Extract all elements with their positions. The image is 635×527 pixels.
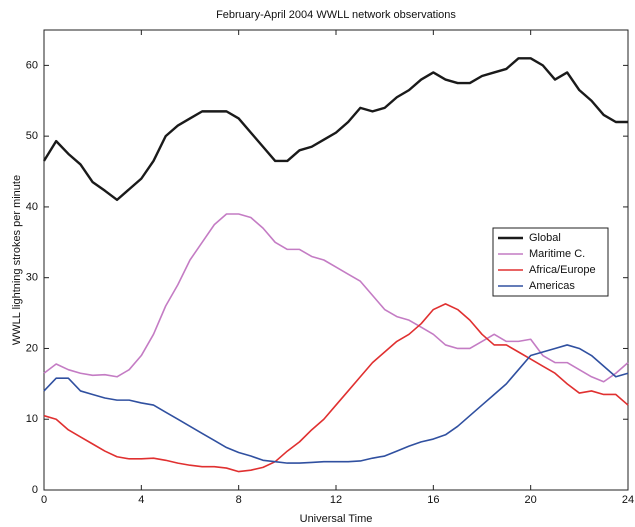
y-tick-label: 20: [26, 342, 38, 354]
x-axis-label: Universal Time: [300, 513, 373, 525]
series-line: [43, 344, 629, 464]
y-tick-label: 0: [32, 484, 38, 496]
y-tick-label: 30: [26, 272, 38, 284]
x-tick-label: 20: [525, 494, 537, 506]
legend-label: Global: [529, 232, 561, 244]
y-tick-label: 50: [26, 130, 38, 142]
legend-label: Africa/Europe: [529, 264, 596, 276]
series-line: [43, 303, 629, 473]
series-line: [42, 57, 628, 202]
legend-label: Maritime C.: [529, 248, 585, 260]
series-line: [43, 213, 629, 383]
y-tick-label: 40: [26, 201, 38, 213]
y-tick-label: 60: [26, 59, 38, 71]
x-tick-label: 12: [330, 494, 342, 506]
y-axis-label: WWLL lightning strokes per minute: [11, 175, 23, 345]
x-tick-label: 16: [427, 494, 439, 506]
x-tick-label: 4: [138, 494, 144, 506]
x-tick-label: 24: [622, 494, 634, 506]
x-tick-label: 8: [236, 494, 242, 506]
legend-label: Americas: [529, 280, 575, 292]
chart-title: February-April 2004 WWLL network observa…: [216, 9, 456, 21]
legend-box: [492, 227, 609, 297]
y-tick-label: 10: [26, 413, 38, 425]
x-tick-label: 0: [41, 494, 47, 506]
